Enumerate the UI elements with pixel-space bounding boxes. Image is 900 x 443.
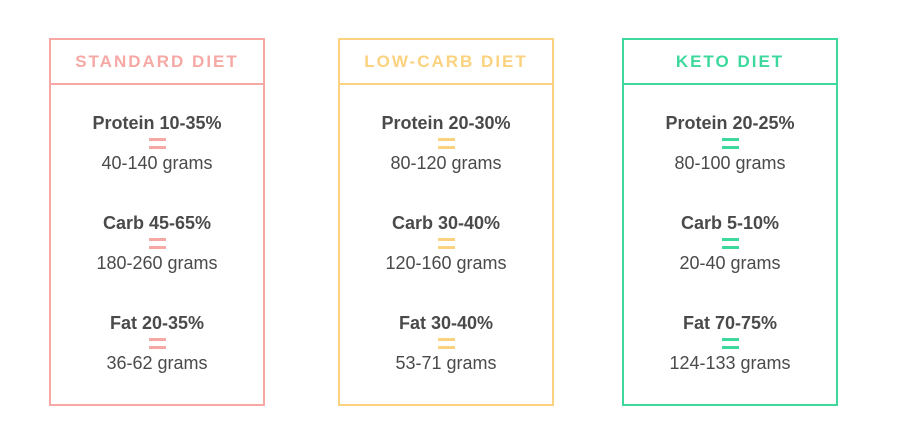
- equals-icon: [437, 238, 455, 249]
- macro-grams: 80-100 grams: [674, 153, 786, 173]
- macro-percentage: Carb 5-10%: [680, 213, 780, 233]
- equals-icon: [148, 338, 166, 349]
- diet-card-keto: KETO DIET Protein 20-25% 80-100 grams Ca…: [622, 38, 838, 406]
- macro-percentage: Protein 20-25%: [665, 113, 795, 133]
- equals-icon: [721, 138, 739, 149]
- macro-percentage: Protein 10-35%: [92, 113, 222, 133]
- equals-icon: [721, 338, 739, 349]
- macro-fat: Fat 70-75% 124-133 grams: [624, 312, 836, 374]
- macro-carb: Carb 30-40% 120-160 grams: [340, 212, 552, 274]
- macro-grams: 53-71 grams: [395, 353, 497, 373]
- equals-icon: [721, 238, 739, 249]
- card-title: LOW-CARB DIET: [340, 40, 552, 85]
- macro-grams: 180-260 grams: [96, 253, 218, 273]
- equals-icon: [148, 138, 166, 149]
- macro-grams: 40-140 grams: [101, 153, 213, 173]
- macro-fat: Fat 30-40% 53-71 grams: [340, 312, 552, 374]
- macro-percentage: Carb 45-65%: [102, 213, 212, 233]
- macro-protein: Protein 20-30% 80-120 grams: [340, 112, 552, 174]
- equals-icon: [437, 138, 455, 149]
- card-title: STANDARD DIET: [51, 40, 263, 85]
- diet-card-low-carb: LOW-CARB DIET Protein 20-30% 80-120 gram…: [338, 38, 554, 406]
- macro-grams: 124-133 grams: [669, 353, 791, 373]
- macro-grams: 120-160 grams: [385, 253, 507, 273]
- macro-grams: 20-40 grams: [679, 253, 781, 273]
- macro-carb: Carb 5-10% 20-40 grams: [624, 212, 836, 274]
- macro-protein: Protein 10-35% 40-140 grams: [51, 112, 263, 174]
- equals-icon: [437, 338, 455, 349]
- diet-card-standard: STANDARD DIET Protein 10-35% 40-140 gram…: [49, 38, 265, 406]
- macro-percentage: Fat 70-75%: [682, 313, 778, 333]
- macro-grams: 80-120 grams: [390, 153, 502, 173]
- macro-percentage: Fat 20-35%: [109, 313, 205, 333]
- macro-percentage: Fat 30-40%: [398, 313, 494, 333]
- macro-percentage: Carb 30-40%: [391, 213, 501, 233]
- equals-icon: [148, 238, 166, 249]
- card-title: KETO DIET: [624, 40, 836, 85]
- macro-protein: Protein 20-25% 80-100 grams: [624, 112, 836, 174]
- macro-percentage: Protein 20-30%: [381, 113, 511, 133]
- macro-grams: 36-62 grams: [106, 353, 208, 373]
- macro-carb: Carb 45-65% 180-260 grams: [51, 212, 263, 274]
- macro-fat: Fat 20-35% 36-62 grams: [51, 312, 263, 374]
